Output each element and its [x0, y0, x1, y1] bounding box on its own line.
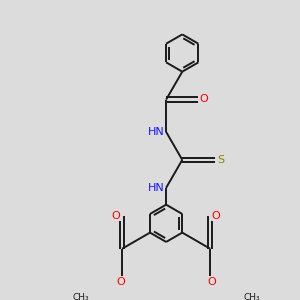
Text: O: O — [212, 211, 220, 221]
Text: CH₃: CH₃ — [73, 293, 89, 300]
Text: S: S — [217, 155, 224, 165]
Text: O: O — [200, 94, 208, 104]
Text: O: O — [112, 211, 121, 221]
Text: CH₃: CH₃ — [243, 293, 260, 300]
Text: HN: HN — [148, 127, 164, 137]
Text: O: O — [208, 277, 216, 287]
Text: O: O — [116, 277, 125, 287]
Text: HN: HN — [148, 183, 164, 193]
